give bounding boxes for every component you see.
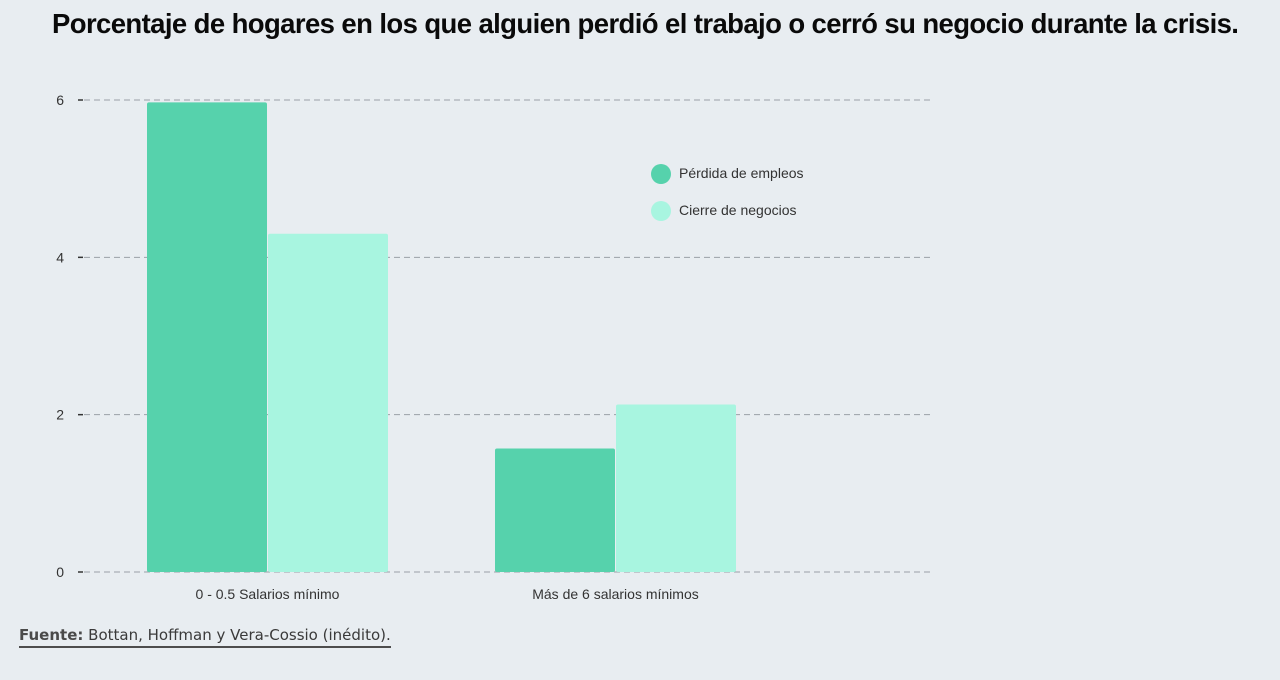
x-category-label: 0 - 0.5 Salarios mínimo [196, 586, 340, 602]
source-label: Fuente: [19, 626, 84, 644]
x-category-label: Más de 6 salarios mínimos [532, 586, 699, 602]
bar-perdida-empleos-0 [147, 102, 267, 573]
source-note: Fuente: Bottan, Hoffman y Vera-Cossio (i… [19, 624, 391, 648]
y-tick-label: 6 [56, 92, 64, 108]
y-tick-label: 2 [56, 407, 64, 423]
x-axis: 0 - 0.5 Salarios mínimo Más de 6 salarios… [196, 586, 699, 602]
legend-label: Pérdida de empleos [679, 165, 804, 181]
chart-title: Porcentaje de hogares en los que alguien… [52, 8, 1239, 39]
bar-cierre-negocios-1 [616, 404, 736, 572]
y-tick-label: 4 [56, 249, 64, 265]
legend: Pérdida de empleos Cierre de negocios [651, 164, 804, 221]
bar-perdida-empleos-1 [495, 448, 615, 572]
bars [147, 102, 736, 573]
y-axis: 0 2 4 6 [56, 92, 83, 580]
legend-swatch [651, 201, 671, 221]
source-text: Bottan, Hoffman y Vera-Cossio (inédito). [88, 626, 391, 644]
legend-label: Cierre de negocios [679, 202, 797, 218]
legend-swatch [651, 164, 671, 184]
bar-cierre-negocios-0 [268, 233, 388, 572]
y-tick-label: 0 [56, 564, 64, 580]
